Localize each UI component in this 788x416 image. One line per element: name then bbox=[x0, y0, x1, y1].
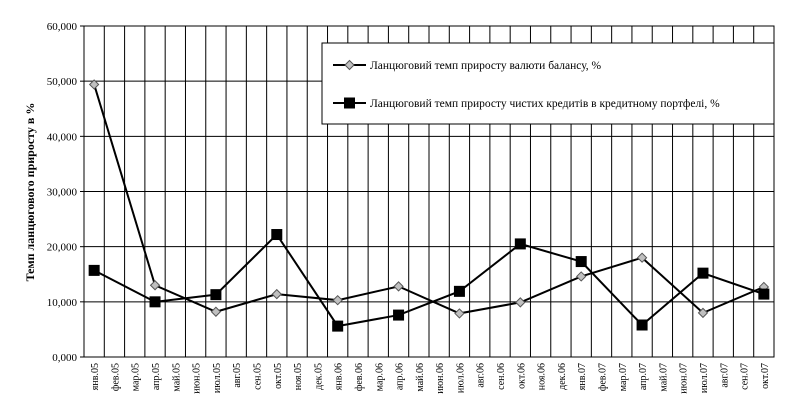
data-point-diamond bbox=[88, 79, 100, 90]
data-point-diamond bbox=[454, 308, 465, 319]
y-axis-label: Темп ланцюгового приросту в % bbox=[23, 103, 37, 282]
data-point-square bbox=[210, 289, 222, 301]
x-tick-label: июн.05 bbox=[192, 363, 203, 394]
x-tick-label: фев.06 bbox=[354, 363, 365, 391]
y-tick-label: 60,000 bbox=[47, 21, 78, 33]
legend-box bbox=[321, 42, 775, 125]
x-tick-label: июн.06 bbox=[435, 363, 446, 394]
x-tick-label: июл.05 bbox=[212, 363, 223, 393]
x-tick-label: окт.07 bbox=[760, 363, 771, 389]
data-point-square bbox=[758, 288, 770, 300]
data-point-square bbox=[88, 264, 100, 276]
x-tick-label: сен.06 bbox=[496, 363, 507, 390]
x-tick-label: фев.05 bbox=[110, 363, 121, 391]
data-point-diamond bbox=[515, 297, 526, 308]
data-point-diamond bbox=[697, 307, 709, 319]
x-tick-label: июл.06 bbox=[455, 363, 466, 393]
data-point-square bbox=[514, 238, 526, 250]
x-tick-label: сен.07 bbox=[740, 363, 751, 390]
x-tick-label: окт.06 bbox=[516, 363, 527, 389]
legend-label-1: Ланцюговий темп приросту валюти балансу,… bbox=[370, 60, 602, 72]
x-tick-label: май.07 bbox=[658, 363, 669, 392]
x-tick-label: мар.06 bbox=[374, 363, 385, 391]
x-tick-label: апр.06 bbox=[395, 363, 406, 390]
y-tick-label: 50,000 bbox=[47, 76, 78, 88]
data-point-diamond bbox=[271, 288, 283, 300]
x-tick-label: авг.07 bbox=[719, 363, 730, 388]
x-tick-label: янв.05 bbox=[90, 363, 101, 390]
y-axis-ticks: 0,000 10,000 20,000 30,000 40,000 50,000 60,00… bbox=[47, 21, 84, 364]
x-tick-label: апр.07 bbox=[638, 363, 649, 390]
legend-marker-square bbox=[344, 97, 355, 109]
y-tick-label: 40,000 bbox=[47, 131, 78, 143]
data-point-diamond bbox=[149, 280, 161, 291]
series-line-2 bbox=[93, 232, 765, 328]
x-tick-label: май.06 bbox=[415, 363, 426, 392]
x-tick-label: янв.06 bbox=[334, 363, 345, 390]
data-point-square bbox=[271, 229, 283, 241]
legend-marker-diamond bbox=[344, 59, 355, 71]
x-tick-label: авг.06 bbox=[476, 363, 487, 388]
x-tick-label: окт.05 bbox=[273, 363, 284, 389]
y-tick-label: 30,000 bbox=[47, 187, 78, 199]
data-point-square bbox=[149, 296, 161, 308]
x-tick-label: дек.05 bbox=[313, 363, 324, 390]
x-tick-label: апр.05 bbox=[151, 363, 162, 390]
data-point-diamond bbox=[575, 271, 587, 282]
series-line-1 bbox=[93, 84, 765, 315]
x-tick-label: янв.07 bbox=[577, 363, 588, 390]
data-point-diamond bbox=[636, 252, 648, 263]
y-tick-label: 0,000 bbox=[52, 352, 77, 364]
y-tick-label: 10,000 bbox=[47, 297, 78, 309]
data-point-square bbox=[636, 319, 648, 331]
data-point-square bbox=[332, 320, 344, 332]
x-tick-label: июн.07 bbox=[679, 363, 690, 394]
x-tick-label: фев.07 bbox=[598, 363, 609, 391]
x-axis-ticks: янв.05 фев.05 мар.05 апр.05 май.05 июн.05 июл.… bbox=[90, 363, 771, 394]
x-tick-label: сен.05 bbox=[253, 363, 264, 390]
data-point-square bbox=[575, 256, 587, 268]
gridlines bbox=[84, 25, 774, 358]
data-point-square bbox=[697, 267, 709, 279]
legend: Ланцюговий темп приросту валюти балансу,… bbox=[321, 42, 775, 125]
x-tick-label: мар.05 bbox=[131, 363, 142, 391]
x-tick-label: май.05 bbox=[171, 363, 182, 392]
y-tick-label: 20,000 bbox=[47, 242, 78, 254]
x-tick-label: ноя.05 bbox=[293, 363, 304, 390]
data-point-square bbox=[393, 309, 405, 321]
data-point-square bbox=[453, 285, 465, 297]
x-tick-label: ноя.06 bbox=[537, 363, 548, 390]
data-point-diamond bbox=[393, 281, 404, 292]
series-group bbox=[88, 79, 770, 332]
x-tick-label: мар.07 bbox=[618, 363, 629, 391]
x-tick-label: авг.05 bbox=[232, 363, 243, 388]
legend-label-2: Ланцюговий темп приросту чистих кредитів… bbox=[370, 98, 720, 110]
data-point-diamond bbox=[332, 294, 343, 306]
data-point-diamond bbox=[210, 306, 222, 317]
x-tick-label: июл.07 bbox=[699, 363, 710, 393]
x-tick-label: дек.06 bbox=[557, 363, 568, 390]
